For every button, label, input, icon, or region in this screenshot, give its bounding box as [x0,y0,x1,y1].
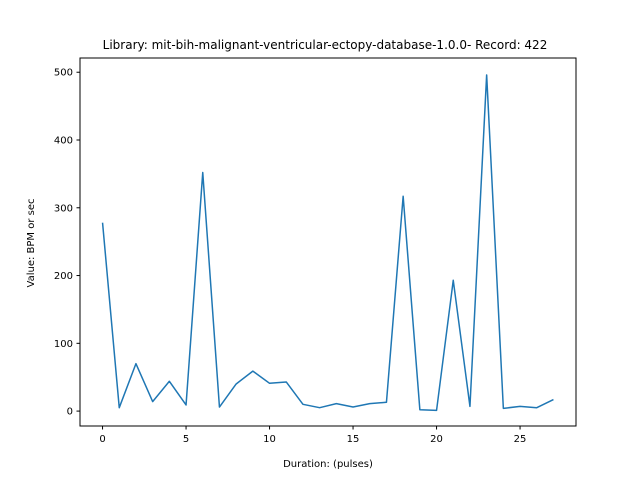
x-tick-label: 25 [514,434,527,445]
chart-title: Library: mit-bih-malignant-ventricular-e… [103,38,548,52]
x-axis-label: Duration: (pulses) [283,459,373,470]
x-tick-label: 10 [263,434,276,445]
y-tick-label: 200 [54,271,73,282]
y-tick-label: 0 [67,407,73,418]
x-tick-label: 5 [183,434,189,445]
y-tick-label: 300 [54,203,73,214]
x-tick-label: 15 [347,434,360,445]
y-axis: 0 100 200 300 400 500 [54,68,80,418]
series-line-0 [101,74,554,412]
y-tick-label: 500 [54,68,73,79]
x-tick-label: 20 [430,434,443,445]
plot-frame [79,57,577,427]
y-axis-label: Value: BPM or sec [26,199,37,288]
y-tick-label: 100 [54,339,73,350]
y-tick-label: 400 [54,136,73,147]
x-tick-label: 0 [99,434,105,445]
plot-area [101,74,554,412]
x-axis: 0 5 10 15 20 25 [99,426,526,445]
